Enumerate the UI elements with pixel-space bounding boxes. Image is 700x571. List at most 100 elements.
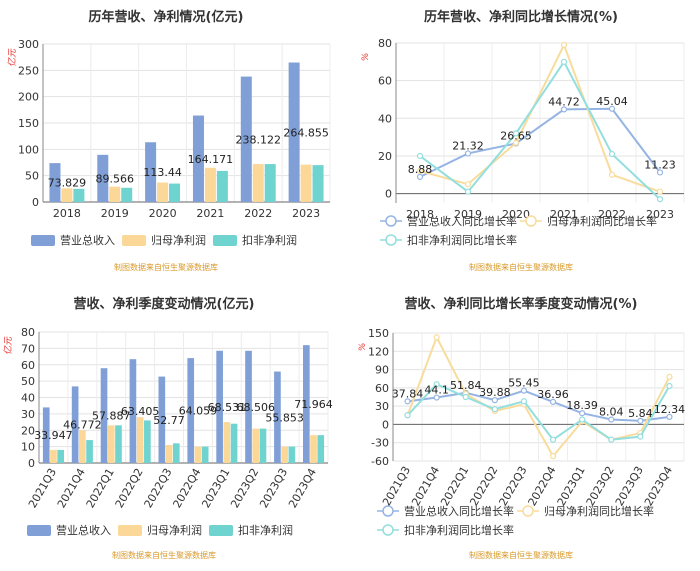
bar-netprofit <box>223 422 231 463</box>
bar-revenue <box>129 359 137 463</box>
x-tick-label: 2023Q4 <box>642 464 675 508</box>
data-label: 44.1 <box>424 384 449 397</box>
series-point-0 <box>464 150 472 157</box>
data-label: 63.405 <box>121 405 160 418</box>
series-point-2 <box>416 152 424 160</box>
series-point-1 <box>549 453 557 460</box>
legend-swatch <box>209 525 233 536</box>
bar-netprofit <box>300 164 312 202</box>
data-label: 68.531 <box>208 401 247 414</box>
x-tick-label: 2020 <box>502 208 530 221</box>
legend-label: 营业总收入 <box>56 523 111 537</box>
series-line-0 <box>407 389 670 422</box>
y-tick-label: 50 <box>25 170 39 183</box>
bar-revenue <box>192 115 204 202</box>
y-unit-label: % <box>358 343 368 352</box>
bar-netprofit <box>79 430 86 463</box>
y-tick-label: 30 <box>375 400 389 413</box>
series-point-0 <box>549 398 557 406</box>
series-line-1 <box>419 42 661 193</box>
data-label: 64.059 <box>179 405 218 418</box>
data-label: 36.96 <box>537 388 569 401</box>
bar-deducted <box>288 446 296 463</box>
legend-label: 营业总收入同比增长率 <box>407 214 517 228</box>
series-point-2 <box>512 130 520 137</box>
series-point-1 <box>416 167 424 175</box>
legend-marker <box>385 215 397 227</box>
legend-label: 扣非净利润同比增长率 <box>407 233 517 247</box>
y-tick-label: 40 <box>378 112 392 125</box>
bar-revenue <box>187 358 195 463</box>
source-note: 制图数据来自恒生聚源数据库 <box>469 262 573 272</box>
y-tick-label: 0 <box>382 418 389 431</box>
y-tick-label: 120 <box>368 345 389 358</box>
bar-deducted <box>57 449 64 463</box>
bar-deducted <box>259 428 267 463</box>
legend-swatch <box>118 525 142 536</box>
bar-deducted <box>86 440 93 463</box>
data-label: 73.829 <box>48 177 87 190</box>
data-label: 52.77 <box>153 414 185 427</box>
source-note: 制图数据来自恒生聚源数据库 <box>469 550 573 560</box>
x-tick-label: 2019 <box>101 207 129 220</box>
series-point-0 <box>608 416 615 423</box>
data-label: 39.88 <box>479 386 511 399</box>
bar-netprofit <box>157 182 169 202</box>
y-tick-label: 150 <box>368 327 389 340</box>
bar-deducted <box>216 170 228 202</box>
y-tick-label: 10 <box>21 441 35 454</box>
data-label: 51.84 <box>450 379 482 392</box>
series-point-2 <box>549 436 557 443</box>
legend-marker <box>525 215 537 227</box>
bar-netprofit <box>194 446 202 463</box>
y-tick-label: -60 <box>371 455 389 468</box>
data-label: 5.84 <box>628 407 653 420</box>
data-label: 45.04 <box>596 95 628 108</box>
bar-revenue <box>158 376 166 463</box>
data-label: 71.964 <box>294 398 333 411</box>
y-tick-label: 0 <box>28 457 35 470</box>
x-tick-label: 2022 <box>244 207 272 220</box>
x-tick-label: 2020 <box>149 207 177 220</box>
series-point-2 <box>462 393 469 401</box>
y-tick-label: 0 <box>32 196 39 209</box>
y-tick-label: 50 <box>21 375 35 388</box>
x-tick-label: 2023 <box>646 208 674 221</box>
data-label: 55.45 <box>508 377 540 390</box>
bar-netprofit <box>136 417 144 463</box>
series-point-0 <box>520 387 528 394</box>
y-tick-label: 60 <box>21 359 35 372</box>
bar-deducted <box>144 420 151 463</box>
legend-label: 扣非净利润 <box>242 233 297 247</box>
chart-quarter_bar: 营收、净利季度变动情况(亿元)01020304050607080亿元2021Q3… <box>3 296 333 560</box>
bar-netprofit <box>165 444 173 463</box>
series-point-1 <box>656 188 664 195</box>
series-point-0 <box>608 105 616 112</box>
series-point-0 <box>491 397 498 404</box>
y-tick-label: 80 <box>21 326 35 339</box>
series-point-1 <box>512 139 520 146</box>
legend-swatch <box>31 235 55 246</box>
y-tick-label: 300 <box>18 38 39 51</box>
y-tick-label: 100 <box>18 143 39 156</box>
series-point-2 <box>404 412 411 419</box>
data-label: 44.72 <box>548 95 580 108</box>
data-label: 11.23 <box>644 158 676 171</box>
chart-title: 历年营收、净利情况(亿元) <box>89 9 244 25</box>
series-point-2 <box>666 382 673 390</box>
series-point-0 <box>656 169 664 176</box>
y-unit-label: 亿元 <box>7 48 18 67</box>
bar-deducted <box>312 165 324 202</box>
bar-revenue <box>240 76 252 202</box>
bar-deducted <box>201 446 209 463</box>
data-label: 55.853 <box>265 411 304 424</box>
y-tick-label: 80 <box>378 37 392 50</box>
chart-title: 营收、净利季度变动情况(亿元) <box>74 296 255 312</box>
bar-netprofit <box>50 449 57 463</box>
bar-revenue <box>303 345 310 463</box>
series-point-2 <box>608 150 616 158</box>
data-label: 264.855 <box>283 126 329 139</box>
series-point-2 <box>637 433 644 440</box>
